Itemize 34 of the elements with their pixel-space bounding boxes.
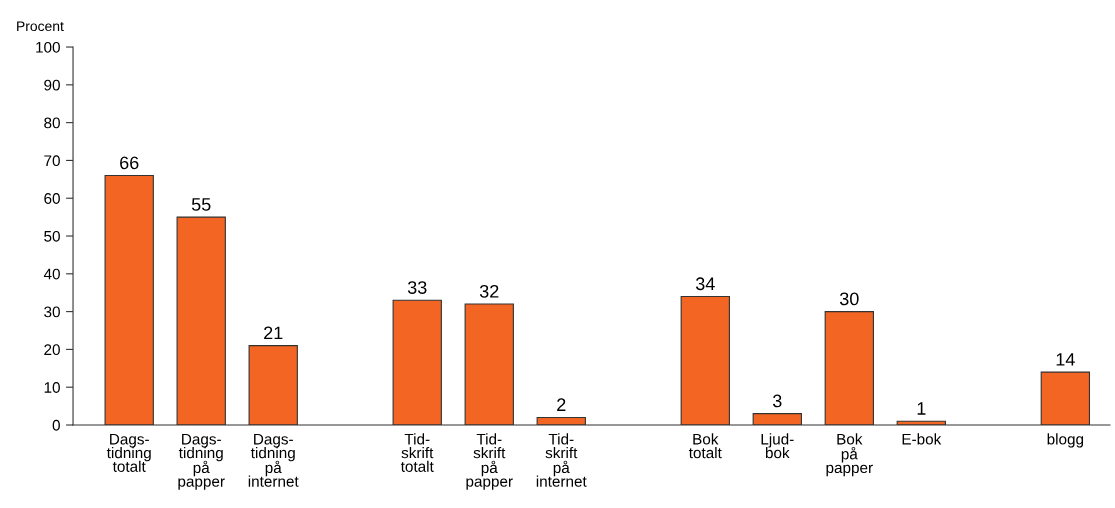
y-tick-label: 30 [44,306,60,318]
x-tick-label: Tid- skrift på internet [536,433,587,487]
x-tick-label: Tid- skrift totalt [400,433,434,472]
y-tick-label: 100 [36,41,60,53]
data-label: 14 [1056,353,1075,366]
data-label: 21 [264,326,283,340]
y-tick-label: 10 [44,382,60,393]
data-label: 30 [839,292,859,306]
data-label: 55 [191,198,211,211]
data-label: 3 [772,394,782,408]
y-tick-label: 70 [44,155,60,167]
x-tick-label: blogg [1047,433,1084,448]
x-tick-label: Bok på papper [826,433,873,477]
y-tick-label: 40 [43,268,60,280]
x-tick-label: Bok totalt [688,433,722,459]
x-tick-label: Dags- tidning på papper [178,433,225,490]
x-tick-label: Tid- skrift på papper [466,433,513,490]
y-tick-label: 50 [44,230,60,242]
y-axis-title: Procent [17,21,64,32]
x-tick-label: Dags- tidning på internet [248,433,299,487]
y-tick-label: 90 [44,79,60,91]
x-tick-label: Ljud- bok [761,433,794,459]
data-label: 1 [917,402,926,415]
x-tick-label: Dags- tidning totalt [106,433,151,472]
x-tick-label: E-bok [902,433,942,445]
data-label: 66 [120,156,139,170]
y-tick-label: 60 [44,193,60,204]
y-tick-label: 20 [44,344,60,356]
data-label: 33 [407,281,427,294]
data-label: 2 [557,398,566,411]
y-tick-label: 0 [52,419,60,431]
data-label: 32 [479,284,499,298]
y-tick-label: 80 [44,117,60,129]
data-label: 34 [695,277,715,291]
